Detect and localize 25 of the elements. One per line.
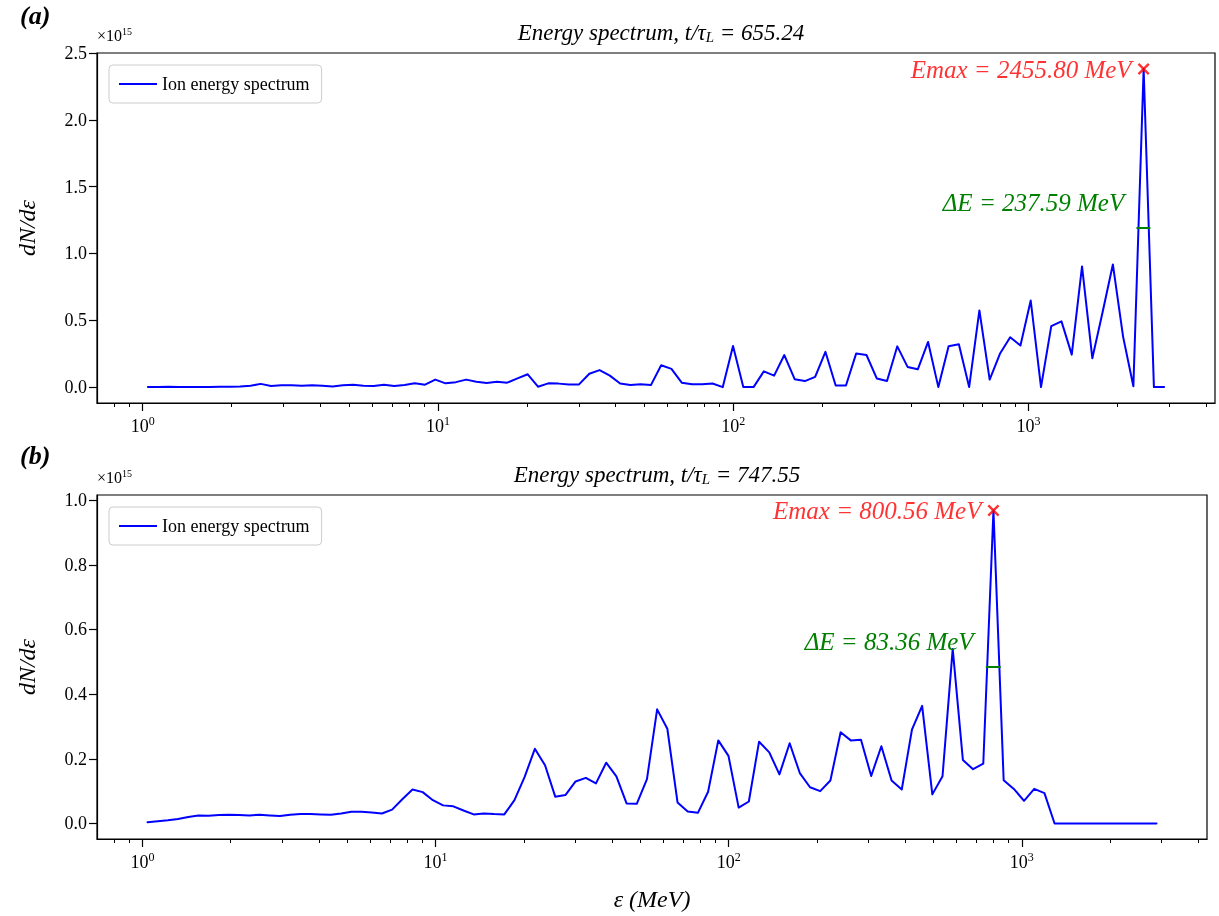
series-label: Emax = 800.56 MeV [771, 497, 985, 525]
chart-title: Energy spectrum, t/τL = 655.24 [516, 19, 805, 45]
y-tick-label: 1.0 [64, 490, 87, 511]
series-label: Emax = 2455.80 MeV [909, 55, 1135, 83]
y-axis-title: dN/dε [14, 199, 40, 257]
y-tick-label: 0.5 [64, 310, 87, 331]
y-axis-title: dN/dε [14, 638, 40, 696]
series-label: ΔE = 237.59 MeV [941, 188, 1127, 216]
y-tick-label: 1.5 [64, 176, 87, 197]
y-tick-label: 2.0 [64, 109, 87, 130]
text: (b) [20, 440, 51, 470]
chart-title: Energy spectrum, t/τL = 747.55 [512, 461, 801, 487]
legend-label: Ion energy spectrum [162, 516, 310, 536]
series-label: ΔE = 83.36 MeV [803, 627, 977, 655]
y-tick-label: 1.0 [64, 243, 87, 264]
y-tick-label: 0.0 [64, 813, 87, 834]
y-tick-label: 0.4 [64, 684, 87, 705]
y-tick-label: 0.8 [64, 554, 87, 575]
y-tick-label: 0.2 [64, 748, 87, 769]
x-axis-title: ε (MeV) [613, 886, 691, 912]
text: (a) [20, 0, 51, 30]
legend-label: Ion energy spectrum [162, 74, 310, 94]
y-tick-label: 0.0 [64, 377, 87, 398]
y-tick-label: 2.5 [64, 43, 87, 63]
y-tick-label: 0.6 [64, 619, 87, 640]
